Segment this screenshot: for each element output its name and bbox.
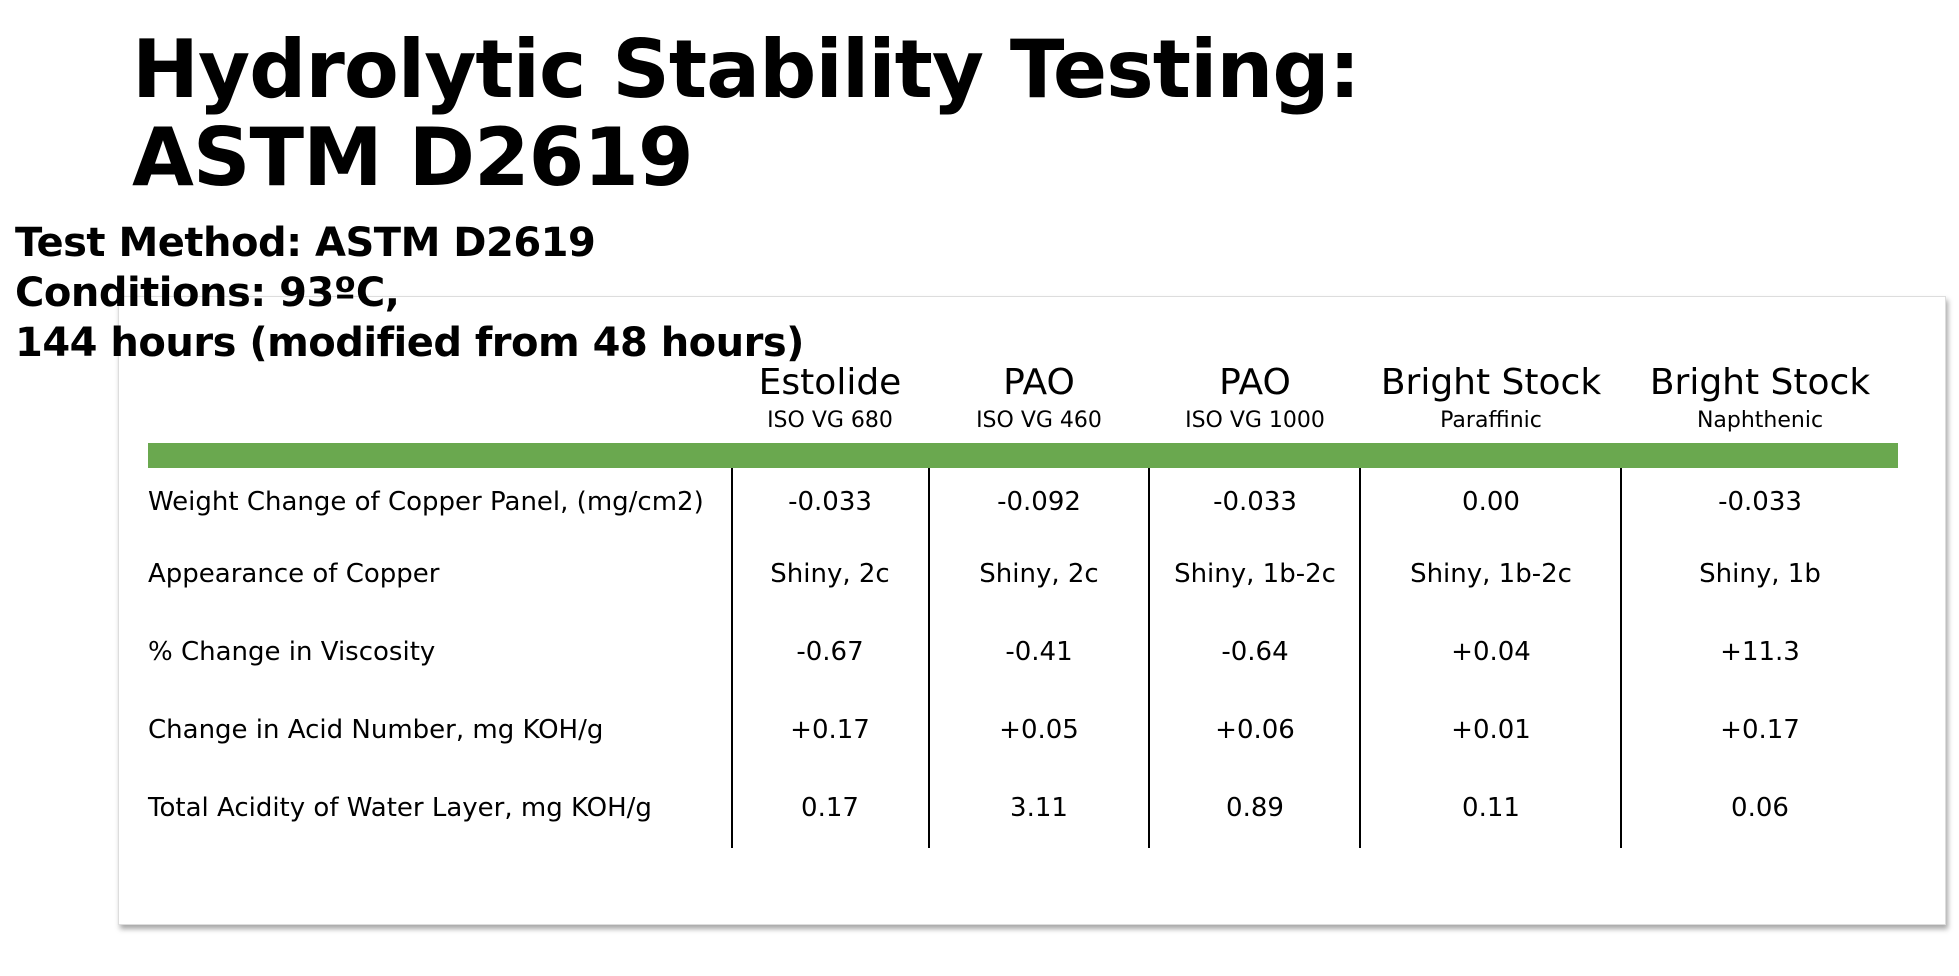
row-label: % Change in Viscosity [148,637,436,667]
cell-value: Shiny, 1b-2c [1410,559,1572,589]
table-panel [118,296,1946,925]
cell-value: +11.3 [1720,637,1800,667]
column-subtitle: ISO VG 460 [976,408,1102,433]
cell-value: 0.06 [1731,793,1789,823]
title-line: ASTM D2619 [132,111,694,204]
cell-value: +0.01 [1451,715,1531,745]
column-name: Estolide [758,362,902,403]
cell-value: 0.00 [1462,487,1520,517]
cell-value: -0.033 [788,487,872,517]
test-info: Conditions: 93ºC, [15,270,400,316]
column-subtitle: Naphthenic [1696,408,1824,433]
column-subtitle: Paraffinic [1440,408,1542,433]
column-divider [731,468,733,848]
column-name: Bright Stock [1649,362,1871,403]
column-subtitle: ISO VG 1000 [1185,408,1325,433]
cell-value: +0.17 [790,715,870,745]
cell-value: +0.17 [1720,715,1800,745]
row-label: Appearance of Copper [148,559,440,589]
cell-value: -0.64 [1221,637,1289,667]
row-label: Change in Acid Number, mg KOH/g [148,715,604,745]
test-info: Test Method: ASTM D2619 [15,220,596,266]
column-divider [1359,468,1361,848]
column-divider [928,468,930,848]
cell-value: -0.033 [1718,487,1802,517]
cell-value: 3.11 [1010,793,1068,823]
column-name: Bright Stock [1380,362,1602,403]
cell-value: Shiny, 1b [1699,559,1821,589]
cell-value: 0.11 [1462,793,1520,823]
cell-value: -0.41 [1005,637,1073,667]
cell-value: -0.033 [1213,487,1297,517]
cell-value: Shiny, 2c [979,559,1099,589]
column-subtitle: ISO VG 680 [767,408,893,433]
cell-value: 0.17 [801,793,859,823]
row-label: Weight Change of Copper Panel, (mg/cm2) [148,487,704,517]
cell-value: +0.04 [1451,637,1531,667]
title-line: Hydrolytic Stability Testing: [132,23,1361,116]
cell-value: -0.67 [796,637,864,667]
cell-value: Shiny, 1b-2c [1174,559,1336,589]
test-info: 144 hours (modified from 48 hours) [15,320,804,366]
column-divider [1148,468,1150,848]
header-bar [148,443,1898,468]
cell-value: +0.06 [1215,715,1295,745]
cell-value: Shiny, 2c [770,559,890,589]
cell-value: +0.05 [999,715,1079,745]
column-name: PAO [1003,362,1075,403]
column-name: PAO [1219,362,1291,403]
row-label: Total Acidity of Water Layer, mg KOH/g [148,793,652,823]
cell-value: -0.092 [997,487,1081,517]
column-divider [1620,468,1622,848]
cell-value: 0.89 [1226,793,1284,823]
